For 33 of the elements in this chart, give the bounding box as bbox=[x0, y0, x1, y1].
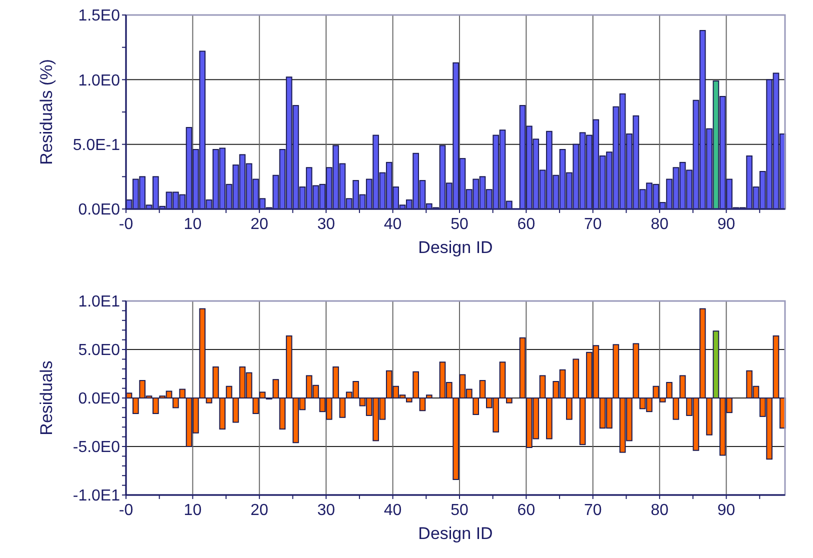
y-tick-label: 0.0E0 bbox=[78, 390, 120, 408]
y-tick-label: 5.0E0 bbox=[78, 342, 120, 360]
x-tick-label: 60 bbox=[517, 216, 536, 233]
x-axis-title: Design ID bbox=[418, 238, 493, 257]
x-tick-label: 60 bbox=[517, 502, 536, 519]
x-tick-label: 30 bbox=[317, 502, 336, 519]
y-tick-label: 0.0E0 bbox=[78, 202, 120, 219]
y-axis-title: Residuals (%) bbox=[37, 59, 56, 165]
y-tick-label: -5.0E0 bbox=[72, 439, 120, 456]
x-axis-title: Design ID bbox=[418, 524, 493, 543]
y-tick-label: 5.0E-1 bbox=[72, 136, 120, 154]
x-tick-label: 20 bbox=[250, 216, 268, 233]
y-tick-label: -1.0E1 bbox=[72, 488, 120, 505]
x-tick-label: 90 bbox=[717, 502, 736, 519]
y-axis-title: Residuals bbox=[37, 360, 56, 436]
x-tick-label: 10 bbox=[184, 502, 202, 519]
y-tick-label: 1.0E1 bbox=[78, 294, 120, 311]
x-tick-label: 40 bbox=[384, 502, 402, 519]
x-tick-label: -0 bbox=[118, 216, 134, 233]
x-tick-label: 50 bbox=[450, 502, 468, 519]
x-tick-label: 90 bbox=[717, 216, 736, 233]
x-tick-label: 20 bbox=[250, 502, 268, 519]
x-tick-label: 80 bbox=[650, 502, 669, 519]
x-tick-label: 70 bbox=[584, 502, 602, 519]
y-tick-label: 1.0E0 bbox=[78, 72, 120, 90]
x-tick-label: -0 bbox=[118, 502, 134, 519]
x-tick-label: 70 bbox=[584, 216, 602, 233]
x-tick-label: 40 bbox=[384, 216, 402, 233]
x-tick-label: 80 bbox=[650, 216, 669, 233]
x-tick-label: 50 bbox=[450, 216, 468, 233]
x-tick-label: 10 bbox=[184, 216, 202, 233]
x-tick-label: 30 bbox=[317, 216, 336, 233]
y-tick-label: 1.5E0 bbox=[78, 8, 120, 25]
